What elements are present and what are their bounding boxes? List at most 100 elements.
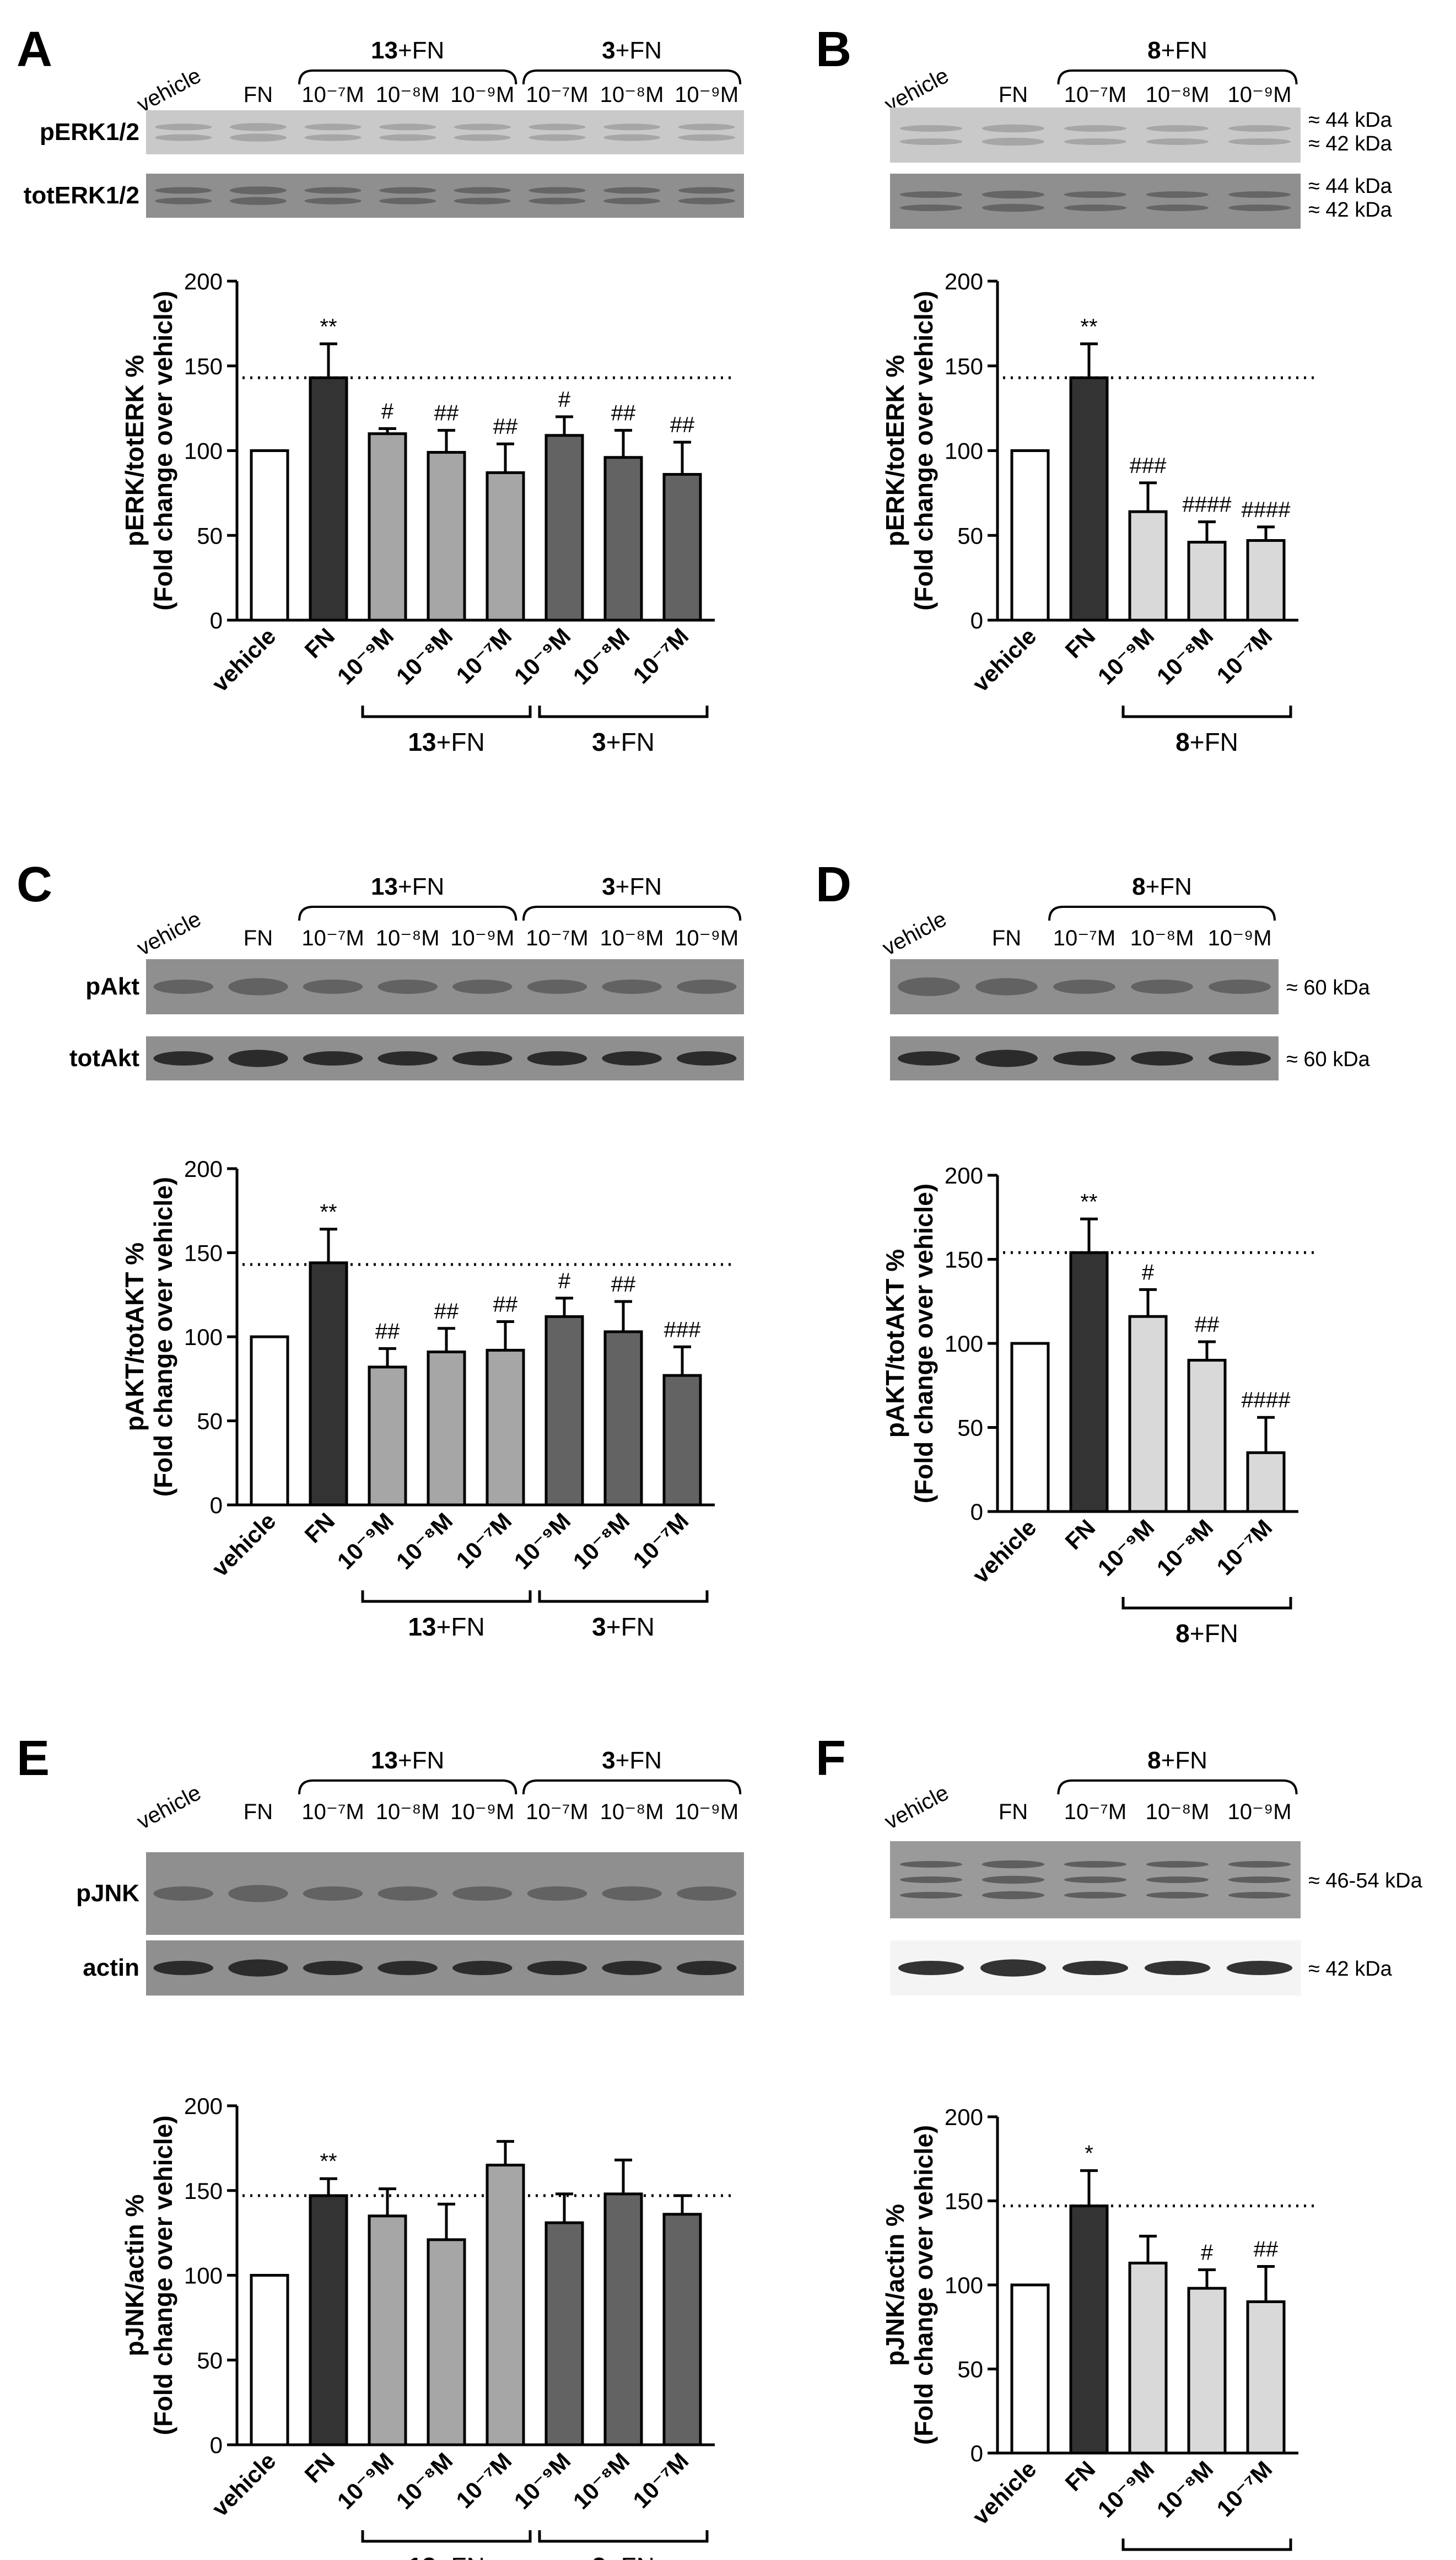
y-axis-label-secondary: (Fold change over vehicle) (149, 291, 177, 610)
bar (662, 473, 702, 622)
blot-band (228, 1959, 288, 1977)
blot-band (452, 980, 513, 994)
blot-band (899, 138, 963, 145)
blot-band (452, 1051, 513, 1066)
lane-group-label: 8+FN (1132, 873, 1192, 900)
panel-letter: C (17, 857, 52, 912)
lane-label: FN (999, 1800, 1028, 1824)
blot-band (603, 123, 661, 131)
lane-label: 10⁻⁷M (526, 1800, 588, 1824)
blot-band (153, 1961, 214, 1975)
lane-group-label-suffix: +FN (398, 1747, 444, 1774)
significance-label: ## (434, 401, 459, 426)
blot-band (378, 1051, 438, 1066)
significance-label: ## (1254, 2237, 1279, 2261)
group-bracket-label: 8+FN (1175, 728, 1238, 756)
blot-strip (890, 174, 1301, 229)
lane-label: 10⁻⁹M (450, 83, 514, 107)
group-bracket (361, 2530, 532, 2543)
blot-band (982, 203, 1045, 212)
lane-label: 10⁻⁸M (376, 83, 440, 107)
blot-band (229, 197, 287, 205)
blot-label: pJNK (76, 1880, 139, 1907)
lane-label: 10⁻⁹M (1227, 83, 1291, 107)
blot-band (678, 123, 735, 131)
blot-label: actin (83, 1954, 139, 1981)
kda-marker: ≈ 42 kDa (1308, 198, 1393, 222)
blot-band (303, 980, 363, 994)
bar (250, 449, 289, 622)
bar (309, 376, 348, 622)
lane-group-label-compound: 13 (371, 1747, 398, 1774)
kda-marker: ≈ 44 kDa (1308, 109, 1393, 132)
blot-band (899, 1876, 963, 1883)
bar (1128, 1315, 1168, 1513)
lane-group-bracket (298, 906, 517, 921)
lane-group-label: 8+FN (1147, 1747, 1207, 1774)
lane-group-label-suffix: +FN (398, 873, 444, 900)
lane-label: 10⁻⁸M (600, 926, 664, 950)
bar (427, 1350, 466, 1507)
y-tick-label: 200 (945, 2104, 983, 2130)
blot-band (898, 977, 960, 996)
y-tick-label: 0 (970, 2440, 983, 2466)
blot-band (678, 187, 735, 194)
blot-band (1228, 1861, 1291, 1868)
lane-label: FN (244, 83, 273, 107)
bar (427, 451, 466, 622)
lane-group-label-compound: 3 (602, 1747, 615, 1774)
blot-band (603, 187, 661, 194)
blot-band (1228, 1876, 1291, 1883)
blot-band (155, 197, 212, 205)
group-bracket-label: 13+FN (408, 728, 484, 756)
blot-band (155, 134, 212, 141)
lane-group-label: 8+FN (1147, 37, 1207, 64)
bar (544, 1315, 584, 1507)
blot-band (1228, 138, 1291, 145)
significance-label: ** (1080, 315, 1097, 339)
blot-band (603, 197, 661, 205)
group-bracket-label-suffix: +FN (436, 1612, 484, 1641)
lane-label: 10⁻⁹M (675, 1800, 738, 1824)
significance-label: ## (1195, 1313, 1220, 1337)
group-bracket-label-compound: 3 (592, 2552, 606, 2560)
y-tick-label: 0 (210, 2432, 223, 2458)
lane-label: 10⁻⁷M (301, 926, 364, 950)
group-bracket (538, 1590, 709, 1603)
y-tick-label: 150 (945, 353, 983, 379)
blot-band (676, 1886, 737, 1901)
group-bracket-label-compound: 3 (592, 728, 606, 756)
blot-strip (890, 107, 1301, 163)
blot-band (1146, 205, 1209, 211)
lane-label: FN (992, 926, 1021, 950)
blot-band (529, 187, 586, 194)
y-tick-label: 50 (197, 2347, 223, 2373)
lane-label: 10⁻⁹M (450, 1800, 514, 1824)
y-axis-label: pAKT/totAKT % (881, 1249, 909, 1438)
lane-label: 10⁻⁸M (1130, 926, 1194, 950)
lane-label: 10⁻⁸M (376, 926, 440, 950)
lane-group-bracket (522, 1779, 742, 1795)
y-tick-label: 50 (957, 2357, 983, 2382)
bar (544, 2221, 584, 2446)
blot-band (899, 205, 963, 211)
blot-band (529, 134, 586, 141)
lane-group-bracket (298, 1779, 517, 1795)
y-tick-label: 100 (184, 1324, 223, 1350)
blot-band (379, 134, 436, 141)
significance-label: # (381, 400, 394, 424)
lane-label: 10⁻⁷M (301, 83, 364, 107)
lane-group-bracket (1057, 1779, 1298, 1795)
blot-band (1228, 1892, 1291, 1899)
lane-group-label: 13+FN (371, 873, 444, 900)
bar (1246, 2300, 1286, 2455)
group-bracket-label: 13+FN (408, 1612, 484, 1641)
blot-band (379, 197, 436, 205)
y-tick-label: 50 (957, 523, 983, 548)
significance-label: # (558, 388, 571, 412)
significance-label: * (1085, 2142, 1093, 2166)
blot-band (899, 1892, 963, 1899)
bar (1187, 1359, 1227, 1513)
group-bracket-label-compound: 8 (1175, 1619, 1190, 1648)
blot-strip (146, 110, 744, 154)
